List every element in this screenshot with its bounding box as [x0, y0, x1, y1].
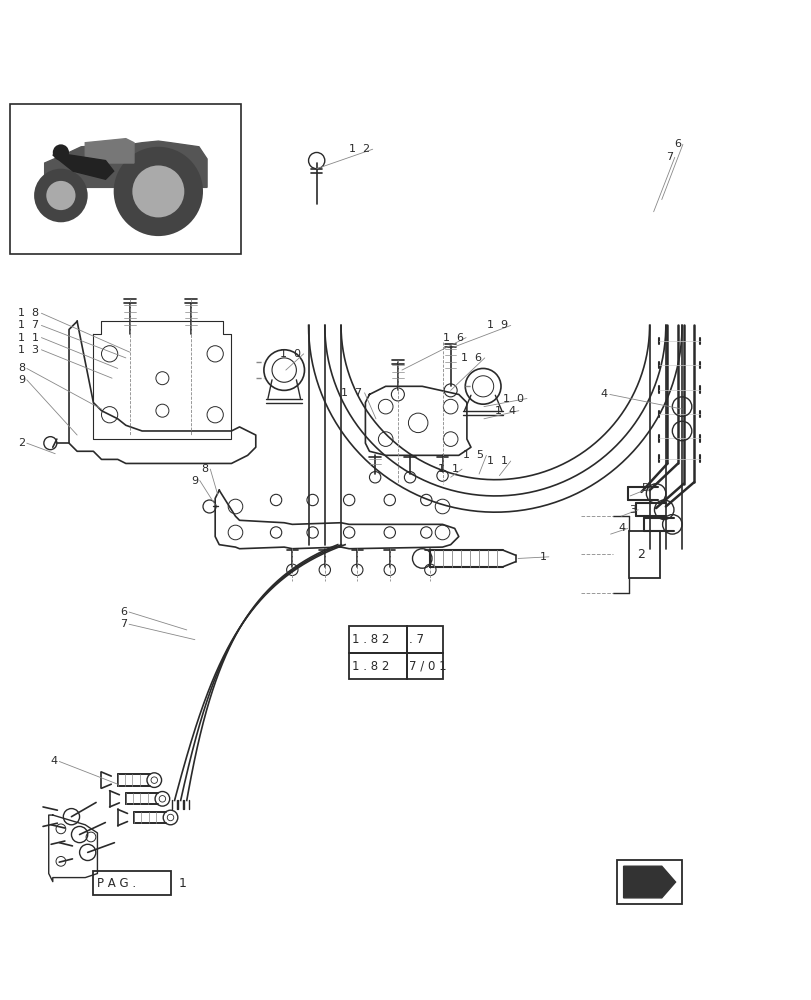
Text: 6: 6 — [673, 139, 680, 149]
Text: 1  5: 1 5 — [462, 450, 483, 460]
Text: . 7: . 7 — [409, 633, 423, 646]
Polygon shape — [53, 155, 114, 179]
Polygon shape — [623, 866, 675, 898]
Text: 8: 8 — [18, 363, 25, 373]
Bar — [349, 653, 442, 679]
Circle shape — [132, 165, 184, 217]
Text: 1  1: 1 1 — [487, 456, 508, 466]
Circle shape — [114, 147, 203, 236]
Text: 1  8: 1 8 — [18, 308, 39, 318]
Text: 4: 4 — [618, 523, 625, 533]
Text: 6: 6 — [120, 607, 127, 617]
Text: 1  0: 1 0 — [280, 349, 301, 359]
Text: 1  9: 1 9 — [487, 320, 508, 330]
Text: 1  1: 1 1 — [18, 333, 39, 343]
Bar — [93, 871, 170, 895]
Text: 1  3: 1 3 — [18, 345, 39, 355]
Text: 8: 8 — [201, 464, 208, 474]
Bar — [10, 104, 241, 254]
Circle shape — [53, 144, 69, 161]
Polygon shape — [45, 141, 207, 187]
Text: 1  4: 1 4 — [495, 406, 516, 416]
Text: 7 / 0 1: 7 / 0 1 — [409, 660, 446, 673]
Text: 2: 2 — [637, 548, 645, 561]
Text: 1  6: 1 6 — [461, 353, 482, 363]
Text: 1  1: 1 1 — [438, 464, 459, 474]
Text: 3: 3 — [629, 505, 636, 515]
Text: 1 . 8 2: 1 . 8 2 — [352, 660, 389, 673]
Bar — [349, 626, 442, 653]
Polygon shape — [85, 139, 134, 163]
Text: 9: 9 — [18, 375, 25, 385]
Text: 1  7: 1 7 — [341, 388, 362, 398]
Text: 2: 2 — [18, 438, 25, 448]
Circle shape — [34, 169, 88, 222]
Text: 7: 7 — [665, 152, 672, 162]
Text: 5: 5 — [641, 483, 648, 493]
Text: 1  6: 1 6 — [442, 333, 463, 343]
Circle shape — [46, 181, 75, 210]
Text: 1: 1 — [178, 877, 187, 890]
Text: 1  0: 1 0 — [503, 393, 524, 403]
Text: 7: 7 — [120, 619, 127, 629]
Text: 4: 4 — [600, 389, 607, 399]
Text: P A G .: P A G . — [97, 877, 135, 890]
Bar — [616, 860, 681, 904]
Text: 9: 9 — [191, 476, 198, 486]
Text: 1  7: 1 7 — [18, 320, 39, 330]
Text: 1 . 8 2: 1 . 8 2 — [352, 633, 389, 646]
Text: 4: 4 — [50, 756, 58, 766]
Bar — [629, 531, 659, 578]
Text: 1  2: 1 2 — [349, 144, 370, 154]
Text: 1: 1 — [539, 552, 547, 562]
